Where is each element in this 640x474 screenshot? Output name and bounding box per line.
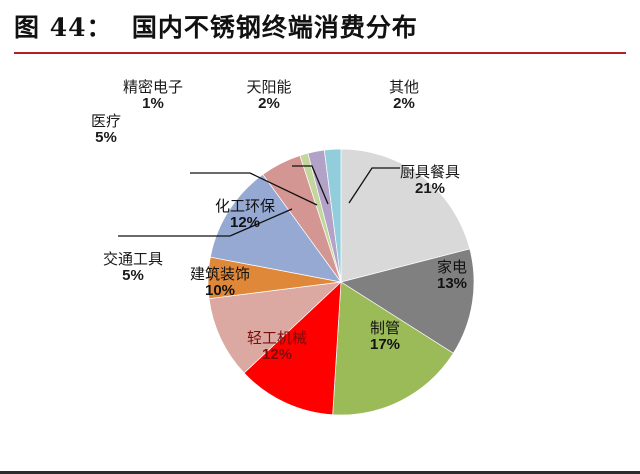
slice-label-chemical-environment: 化工环保 12% xyxy=(214,197,275,231)
slice-label-other: 其他 2% xyxy=(388,78,419,112)
pie-slice-group xyxy=(207,148,475,416)
leader-line-solar xyxy=(292,165,329,205)
slice-label-medical: 医疗 5% xyxy=(90,112,121,146)
slice-label-precision-electronics: 精密电子 1% xyxy=(122,78,183,112)
leader-line-precision-electronics xyxy=(190,172,318,206)
slice-label-construction-decor: 建筑装饰 10% xyxy=(189,265,250,299)
pie-slice[interactable] xyxy=(332,281,454,416)
pie-chart: 厨具餐具 21% 家电 13% 制管 17% 轻工机械 12% 建筑装饰 10%… xyxy=(0,58,640,471)
slice-label-transport: 交通工具 5% xyxy=(102,250,163,284)
slice-label-light-machinery: 轻工机械 12% xyxy=(246,329,307,363)
slice-label-kitchenware: 厨具餐具 21% xyxy=(399,163,460,197)
leader-line-group xyxy=(118,165,400,237)
pie-chart-svg xyxy=(118,148,475,416)
pie-slice[interactable] xyxy=(323,148,342,283)
pie-slice[interactable] xyxy=(208,281,343,374)
slice-label-solar-energy: 天阳能 2% xyxy=(246,78,292,112)
pie-slice[interactable] xyxy=(340,148,471,283)
slice-label-home-appliance: 家电 13% xyxy=(436,258,468,292)
page-title: 图 44： 国内不锈钢终端消费分布 xyxy=(14,13,418,42)
leader-line-medical xyxy=(118,208,293,237)
pie-slice[interactable] xyxy=(243,281,342,416)
pie-slice[interactable] xyxy=(340,248,475,354)
title-divider xyxy=(14,52,626,54)
figure-header: 图 44： 国内不锈钢终端消费分布 xyxy=(0,0,640,58)
leader-line-other xyxy=(348,167,400,204)
slice-label-pipe-making: 制管 17% xyxy=(369,319,401,353)
